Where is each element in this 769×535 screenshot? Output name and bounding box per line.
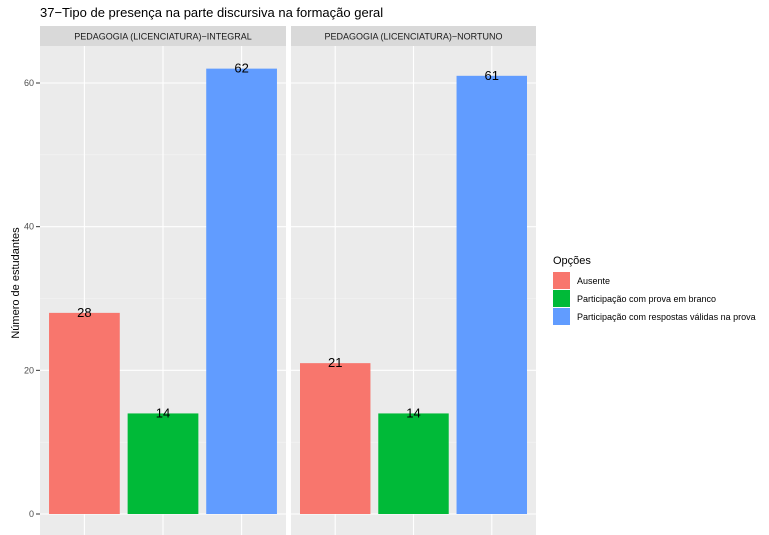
legend-swatch: [553, 290, 570, 307]
bar-1: [49, 312, 120, 514]
bar-3: [206, 68, 277, 514]
bar-2: [127, 413, 199, 514]
chart-title: 37−Tipo de presença na parte discursiva …: [40, 5, 383, 20]
y-axis-title: Número de estudantes: [10, 227, 22, 339]
legend-label: Ausente: [577, 276, 610, 286]
panel-2: PEDAGOGIA (LICENCIATURA)−NORTUNO 21 14 61: [291, 26, 536, 535]
legend-items: Ausente Participação com prova em branco P…: [553, 272, 756, 325]
legend-label: Participação com prova em branco: [577, 294, 716, 304]
y-tick-label: 40: [24, 222, 34, 232]
facet-strip: [291, 26, 536, 46]
legend-swatch: [553, 308, 570, 325]
legend-label: Participação com respostas válidas na pr…: [577, 312, 756, 322]
facet-strip-label: PEDAGOGIA (LICENCIATURA)−NORTUNO: [325, 32, 503, 42]
legend-swatch: [553, 272, 570, 289]
y-tick-label: 60: [24, 78, 34, 88]
chart-panels: PEDAGOGIA (LICENCIATURA)−INTEGRAL281462P…: [40, 26, 536, 535]
bar-3: [456, 75, 527, 515]
legend-title: Opções: [553, 255, 591, 267]
facet-strip: [40, 26, 286, 46]
panel-1: PEDAGOGIA (LICENCIATURA)−INTEGRAL 28 14 62: [40, 26, 286, 535]
y-tick-label: 0: [29, 509, 34, 519]
data-label: 62: [234, 61, 248, 76]
data-label: 28: [77, 305, 91, 320]
data-label: 21: [328, 355, 342, 370]
data-label: 14: [406, 405, 420, 420]
y-axis: 0 20 40 60: [24, 78, 40, 519]
data-label: 14: [156, 405, 170, 420]
y-tick-label: 20: [24, 365, 34, 375]
bar-1: [300, 363, 371, 514]
legend: Opções Ausente Participação com prova em …: [553, 255, 756, 325]
data-label: 61: [485, 68, 499, 83]
facet-strip-label: PEDAGOGIA (LICENCIATURA)−INTEGRAL: [74, 32, 252, 42]
bar-2: [378, 413, 449, 514]
